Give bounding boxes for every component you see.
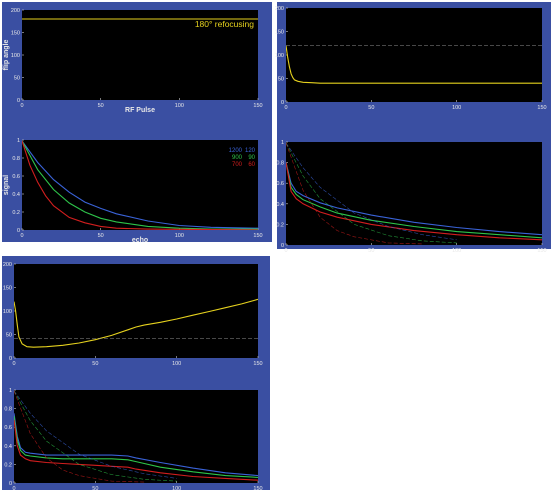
y-tick-label-4-0: 0: [9, 356, 12, 362]
x-tick-label-3-1: 50: [368, 248, 374, 254]
series-line-5-2-red: [14, 419, 258, 481]
plot-area-2: [286, 8, 542, 102]
y-tick-label-1-1: 0.2: [12, 210, 20, 216]
x-tick-label-1-1: 50: [98, 233, 104, 239]
x-tick-label-2-1: 50: [368, 105, 374, 111]
x-tick-label-2-3: 150: [537, 105, 546, 111]
series-line-3-3-blue-dashed: [286, 142, 457, 241]
y-tick-label-1-3: 0.6: [12, 174, 20, 180]
x-tick-label-0-2: 100: [175, 103, 184, 109]
x-tick-label-5-2: 100: [172, 486, 181, 492]
series-line-4-0-yellow: [14, 298, 258, 348]
y-tick-label-3-0: 0: [281, 243, 284, 249]
series-line-5-3-blue-dashed: [14, 390, 177, 479]
x-tick-label-3-2: 100: [452, 248, 461, 254]
legend-t2-green: 90: [248, 155, 255, 161]
y-tick-label-0-4: 200: [11, 8, 20, 14]
x-tick-label-5-0: 0: [12, 486, 15, 492]
legend-t1-blue: 1200: [229, 148, 243, 154]
series-line-1-2-red: [22, 140, 258, 230]
y-tick-label-2-2: 100: [275, 53, 284, 59]
y-tick-label-0-3: 150: [11, 31, 20, 37]
x-tick-label-2-2: 100: [452, 105, 461, 111]
y-tick-label-1-5: 1: [17, 138, 20, 144]
series-line-3-0-blue: [286, 162, 542, 236]
series-line-1-1-green: [22, 140, 258, 230]
y-tick-label-2-0: 0: [281, 100, 284, 106]
x-axis-label-0: RF Pulse: [125, 107, 155, 114]
x-tick-label-1-0: 0: [20, 233, 23, 239]
y-tick-label-3-4: 0.8: [276, 161, 284, 167]
x-tick-label-4-3: 150: [253, 361, 262, 367]
series-line-3-2-red: [286, 162, 542, 241]
series-line-5-5-red-dashed: [14, 390, 145, 483]
x-tick-label-0-3: 150: [253, 103, 262, 109]
legend-t2-blue: 120: [245, 148, 256, 154]
plot-area-0: [22, 10, 258, 100]
y-tick-label-1-0: 0: [17, 228, 20, 234]
series-line-5-4-green-dashed: [14, 390, 177, 482]
y-tick-label-2-3: 150: [275, 30, 284, 36]
x-tick-label-4-2: 100: [172, 361, 181, 367]
y-tick-label-5-1: 0.2: [4, 462, 12, 468]
y-axis-label-1: signal: [3, 175, 10, 195]
y-tick-label-1-2: 0.4: [12, 192, 20, 198]
series-line-2-0-yellow: [286, 45, 542, 84]
legend-t1-red: 700: [232, 162, 243, 168]
x-tick-label-5-3: 150: [253, 486, 262, 492]
x-tick-label-3-0: 0: [284, 248, 287, 254]
y-tick-label-5-4: 0.8: [4, 407, 12, 413]
series-line-5-1-green: [14, 415, 258, 478]
y-tick-label-2-1: 50: [278, 77, 284, 83]
y-tick-label-4-1: 50: [6, 333, 12, 339]
x-tick-label-0-0: 0: [20, 103, 23, 109]
plot-area-4: [14, 264, 258, 358]
x-tick-label-5-1: 50: [92, 486, 98, 492]
y-tick-label-0-2: 100: [11, 53, 20, 59]
x-tick-label-4-1: 50: [92, 361, 98, 367]
series-line-3-4-green-dashed: [286, 142, 457, 244]
x-tick-label-1-3: 150: [253, 233, 262, 239]
y-tick-label-4-4: 200: [3, 262, 12, 268]
y-tick-label-4-3: 150: [3, 286, 12, 292]
y-tick-label-2-4: 200: [275, 6, 284, 12]
legend-t2-red: 60: [248, 162, 255, 168]
y-tick-label-3-3: 0.6: [276, 181, 284, 187]
y-tick-label-4-2: 100: [3, 309, 12, 315]
x-tick-label-0-1: 50: [98, 103, 104, 109]
y-tick-label-5-0: 0: [9, 481, 12, 487]
series-line-3-1-green: [286, 162, 542, 239]
y-tick-label-1-4: 0.8: [12, 156, 20, 162]
y-tick-label-5-2: 0.4: [4, 444, 12, 450]
x-tick-label-3-3: 150: [537, 248, 546, 254]
x-axis-label-1: echo: [132, 237, 148, 244]
y-tick-label-3-2: 0.4: [276, 202, 284, 208]
legend-t1-green: 900: [232, 155, 243, 161]
annotation-0-0: 180° refocusing: [195, 19, 254, 29]
plot-area-3: [286, 142, 542, 245]
x-tick-label-4-0: 0: [12, 361, 15, 367]
series-line-1-0-blue: [22, 140, 258, 229]
y-tick-label-3-1: 0.2: [276, 222, 284, 228]
y-tick-label-5-3: 0.6: [4, 425, 12, 431]
series-line-5-0-blue: [14, 413, 258, 477]
plot-area-1: [22, 140, 258, 230]
x-tick-label-1-2: 100: [175, 233, 184, 239]
y-tick-label-0-1: 50: [14, 76, 20, 82]
x-tick-label-2-0: 0: [284, 105, 287, 111]
y-tick-label-0-0: 0: [17, 98, 20, 104]
y-tick-label-5-5: 1: [9, 388, 12, 394]
y-axis-label-0: flip angle: [3, 40, 10, 71]
series-line-3-5-red-dashed: [286, 142, 423, 245]
y-tick-label-3-5: 1: [281, 140, 284, 146]
